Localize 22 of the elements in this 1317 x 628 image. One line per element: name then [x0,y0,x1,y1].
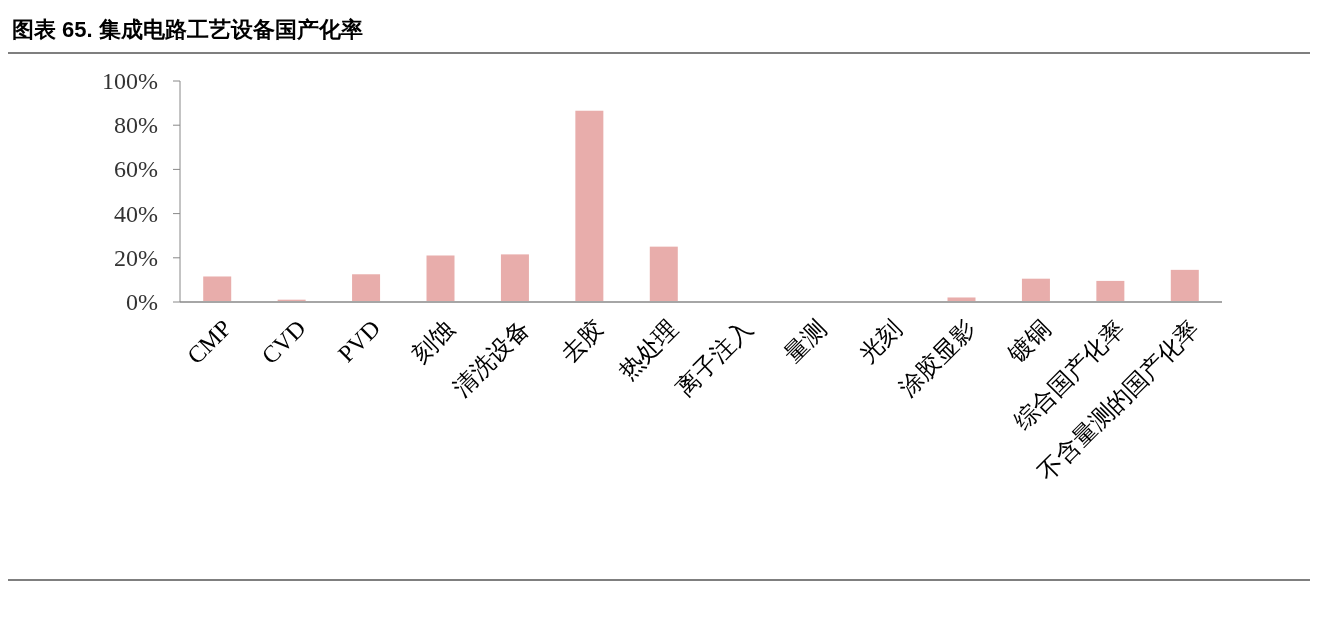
x-tick-label: 光刻 [853,314,907,368]
y-tick-label: 60% [114,156,158,183]
x-tick-label: 镀铜 [1002,314,1056,368]
y-tick-label: 20% [114,244,158,271]
bar [350,272,383,303]
y-tick-label: 0% [126,289,158,315]
x-tick-label: 刻蚀 [407,314,460,368]
bar [1168,267,1201,303]
chart-title: 图表 65. 集成电路工艺设备国产化率 [12,17,363,42]
bar [573,108,606,303]
x-tick-label: 量测 [779,314,832,368]
bar [647,244,680,303]
bar [498,252,531,303]
y-tick-label: 100% [102,68,158,94]
bar [1019,276,1052,303]
y-tick-label: 80% [114,112,158,139]
bar [201,274,234,303]
x-tick-label: 去胶 [556,314,609,368]
bar [424,253,457,303]
x-tick-label: CVD [256,314,311,370]
bar [1094,278,1127,303]
y-tick-label: 40% [114,200,158,227]
